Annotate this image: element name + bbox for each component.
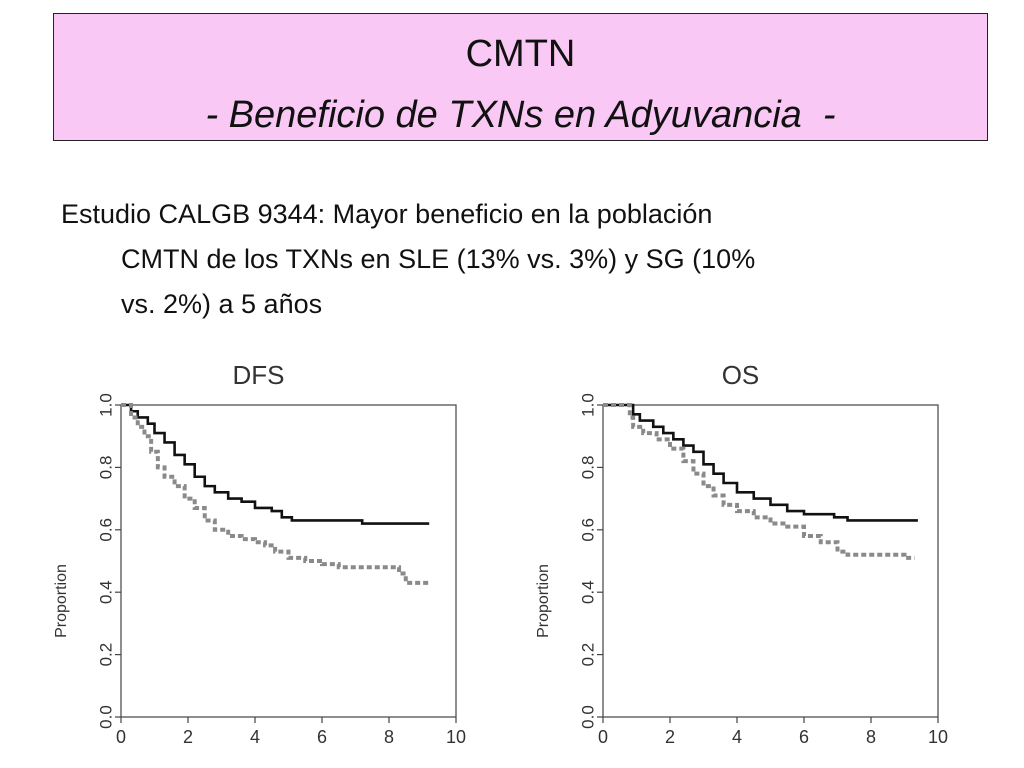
body-line-1: Estudio CALGB 9344: Mayor beneficio en l… — [61, 199, 713, 229]
x-tick-label: 2 — [665, 727, 675, 747]
solid-survival-curve — [603, 403, 918, 522]
x-tick-label: 0 — [116, 727, 126, 747]
x-tick-label: 8 — [866, 727, 876, 747]
y-axis-label: Proportion — [53, 564, 70, 638]
y-tick-label: 0.6 — [96, 518, 115, 542]
y-axis-label: Proportion — [535, 564, 552, 638]
body-line-2: CMTN de los TXNs en SLE (13% vs. 3%) y S… — [121, 244, 756, 274]
body-line-3: vs. 2%) a 5 años — [121, 289, 323, 319]
dashed-survival-curve — [603, 403, 915, 560]
x-tick-label: 2 — [183, 727, 193, 747]
x-tick-label: 4 — [250, 727, 260, 747]
y-tick-label: 0.2 — [578, 643, 597, 667]
x-tick-label: 8 — [384, 727, 394, 747]
y-tick-label: 1.0 — [96, 393, 115, 417]
x-tick-label: 4 — [732, 727, 742, 747]
plot-frame — [602, 404, 939, 718]
slide-title-box: CMTN - Beneficio de TXNs en Adyuvancia - — [53, 13, 988, 141]
chart-title: OS — [722, 360, 760, 390]
dashed-survival-curve — [121, 403, 430, 585]
slide-title: CMTN — [465, 33, 576, 75]
solid-survival-curve — [121, 403, 430, 525]
y-tick-label: 0.8 — [578, 456, 597, 480]
y-tick-label: 0.2 — [96, 643, 115, 667]
plot-frame — [120, 404, 457, 718]
dfs-chart: DFS 0 2 4 6 8 10 0.0 0.2 0.4 0.6 0.8 1.0 Proportion — [53, 360, 466, 747]
slide-subtitle: - Beneficio de TXNs en Adyuvancia - — [205, 94, 836, 136]
slide-body-text: Estudio CALGB 9344: Mayor beneficio en l… — [61, 192, 961, 327]
y-tick-label: 0.4 — [578, 580, 597, 604]
y-tick-label: 0.6 — [578, 518, 597, 542]
os-chart: OS 0 2 4 6 8 10 0.0 0.2 0.4 0.6 0.8 1.0 Proportion — [535, 360, 948, 747]
y-tick-label: 0.8 — [96, 456, 115, 480]
x-tick-label: 0 — [598, 727, 608, 747]
y-tick-label: 0.4 — [96, 580, 115, 604]
x-tick-label: 6 — [317, 727, 327, 747]
y-tick-label: 0.0 — [578, 705, 597, 729]
chart-title: DFS — [233, 360, 285, 390]
y-tick-label: 1.0 — [578, 393, 597, 417]
x-tick-label: 10 — [928, 727, 948, 747]
x-tick-label: 6 — [799, 727, 809, 747]
x-tick-label: 10 — [446, 727, 466, 747]
y-tick-label: 0.0 — [96, 705, 115, 729]
